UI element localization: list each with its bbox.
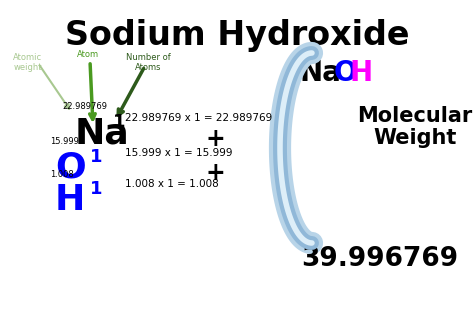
- Text: Na: Na: [75, 116, 130, 150]
- Text: O: O: [334, 59, 357, 87]
- Text: +: +: [205, 127, 225, 151]
- Text: O: O: [55, 151, 86, 185]
- Text: +: +: [205, 161, 225, 185]
- Text: 1.008 x 1 = 1.008: 1.008 x 1 = 1.008: [125, 179, 219, 189]
- Text: Weight: Weight: [374, 128, 456, 148]
- Text: 39.996769: 39.996769: [301, 246, 458, 272]
- Text: Na: Na: [300, 59, 342, 87]
- Text: 15.999 x 1 = 15.999: 15.999 x 1 = 15.999: [125, 148, 233, 158]
- Text: 22.989769: 22.989769: [62, 102, 107, 111]
- Text: 15.999: 15.999: [50, 137, 79, 146]
- Text: 1.008: 1.008: [50, 170, 74, 179]
- Text: H: H: [55, 183, 85, 217]
- Text: Atomic
weight: Atomic weight: [13, 53, 43, 72]
- Text: 22.989769 x 1 = 22.989769: 22.989769 x 1 = 22.989769: [125, 113, 272, 123]
- Text: Atom: Atom: [77, 50, 99, 59]
- Text: 1: 1: [90, 148, 102, 166]
- Text: Number of
Atoms: Number of Atoms: [126, 53, 170, 72]
- Text: Molecular: Molecular: [357, 106, 473, 126]
- Text: 1: 1: [113, 113, 126, 131]
- Text: Sodium Hydroxide: Sodium Hydroxide: [65, 19, 409, 52]
- Text: H: H: [350, 59, 373, 87]
- Text: 1: 1: [90, 180, 102, 198]
